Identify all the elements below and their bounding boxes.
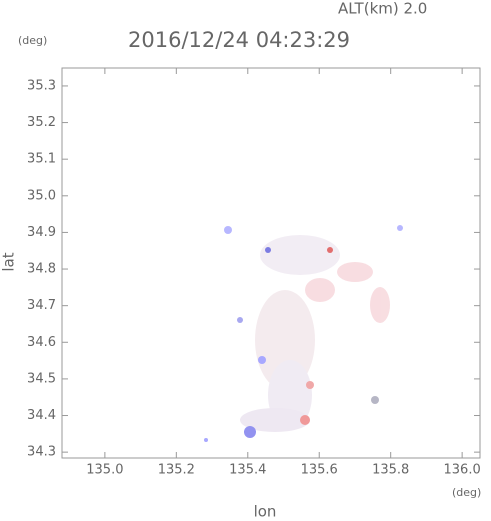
- y-tick-label: 35.0: [27, 188, 56, 203]
- echo: [300, 415, 310, 425]
- x-tick-label: 135.2: [158, 463, 195, 478]
- altitude-label: ALT(km) 2.0: [338, 0, 427, 18]
- echo: [237, 317, 243, 323]
- x-tick-label: 136.0: [444, 463, 481, 478]
- echo: [258, 356, 266, 364]
- y-tick-label: 35.3: [27, 78, 56, 93]
- y-tick-label: 34.5: [27, 371, 56, 386]
- echo: [327, 247, 333, 253]
- chart-title: 2016/12/24 04:23:29: [128, 28, 350, 52]
- x-axis-label: lon: [254, 503, 277, 521]
- y-tick-label: 34.3: [27, 445, 56, 460]
- y-tick-label: 34.7: [27, 298, 56, 313]
- x-tick-label: 135.4: [229, 463, 266, 478]
- y-tick-label: 35.2: [27, 115, 56, 130]
- y-tick-label: 34.8: [27, 262, 56, 277]
- x-tick-label: 135.0: [86, 463, 123, 478]
- y-tick-label: 34.6: [27, 335, 56, 350]
- y-axis-label: lat: [0, 252, 18, 271]
- echo: [397, 225, 403, 231]
- plot-frame: [61, 67, 481, 459]
- radar-echoes: [204, 225, 403, 442]
- echo: [244, 426, 256, 438]
- x-tick-label: 135.6: [301, 463, 338, 478]
- y-tick-label: 35.1: [27, 152, 56, 167]
- echo: [240, 408, 310, 432]
- echo: [265, 247, 271, 253]
- echo: [306, 381, 314, 389]
- x-unit: (deg): [452, 486, 481, 499]
- echo: [305, 278, 335, 302]
- echo: [204, 438, 208, 442]
- y-unit: (deg): [18, 34, 47, 47]
- x-tick-label: 135.8: [372, 463, 409, 478]
- echo: [370, 287, 390, 323]
- echo: [260, 235, 340, 275]
- echo: [224, 226, 232, 234]
- y-tick-label: 34.4: [27, 408, 56, 423]
- y-tick-label: 34.9: [27, 225, 56, 240]
- echo: [337, 262, 373, 282]
- echo: [371, 396, 379, 404]
